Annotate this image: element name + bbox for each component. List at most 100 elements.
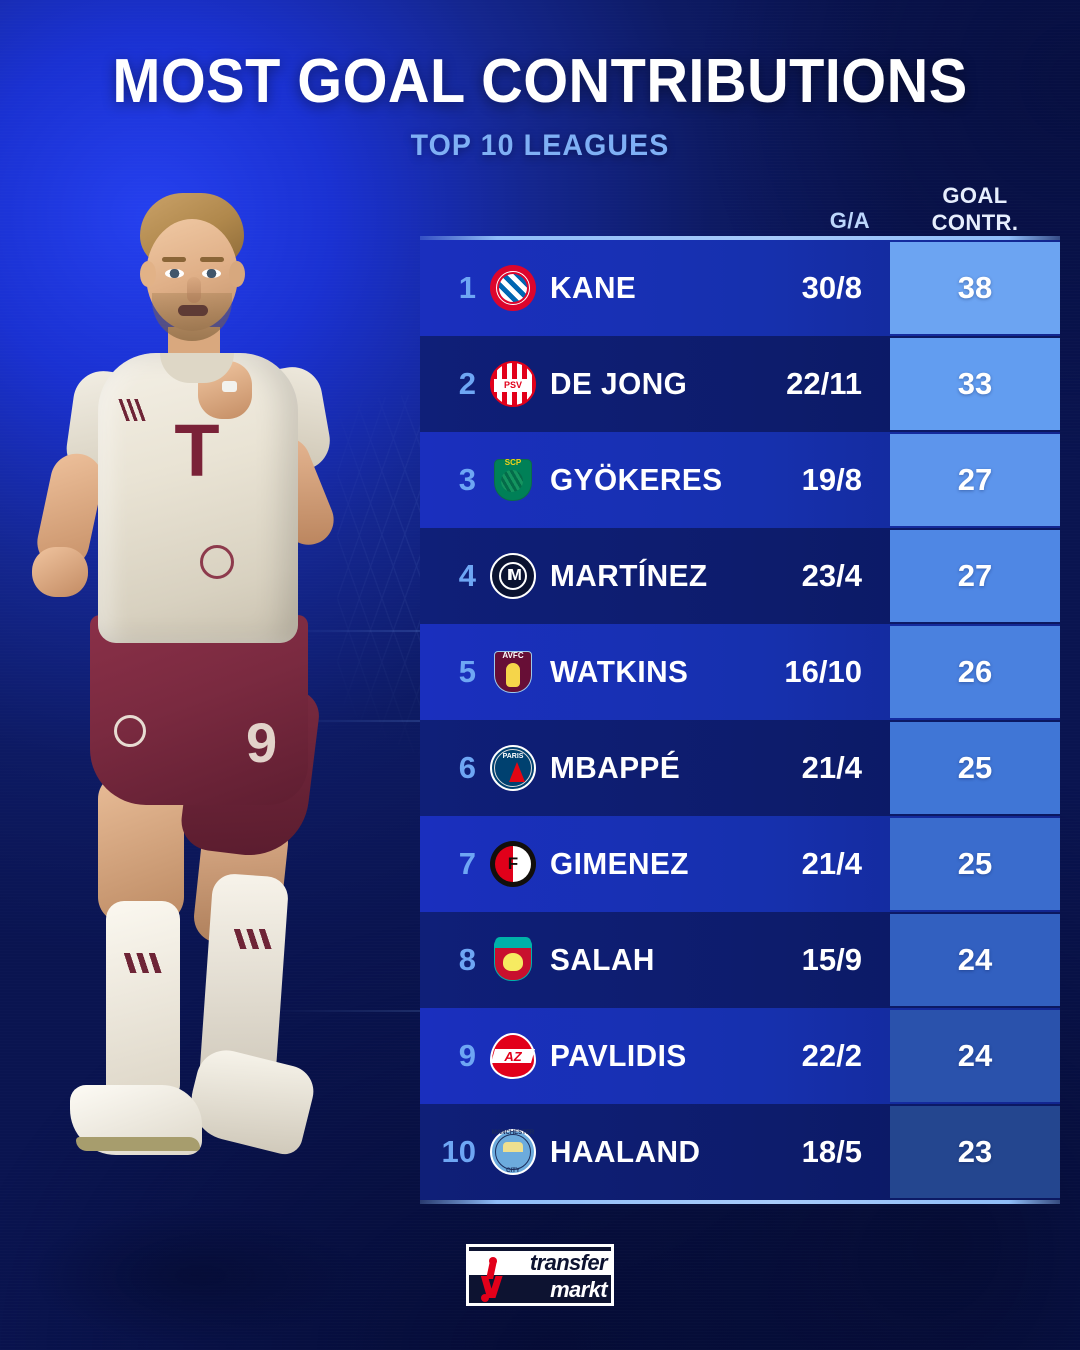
logo-word-markt: markt xyxy=(550,1277,608,1302)
player-nose xyxy=(187,277,201,303)
logo-word-transfer: transfer xyxy=(529,1250,608,1275)
player-eye-right xyxy=(202,269,221,278)
player-shorts-crest xyxy=(114,715,146,747)
player-name: SALAH xyxy=(550,942,655,977)
rank-number: 10 xyxy=(441,1134,476,1169)
column-header-goal-contr-line2: CONTR. xyxy=(931,210,1019,235)
table-bottom-divider xyxy=(420,1200,1060,1204)
goal-contributions-value: 23 xyxy=(890,1104,1060,1200)
table-row[interactable]: 4 IM MARTÍNEZ 23/4 27 xyxy=(420,528,1060,624)
goals-assists-value: 21/4 xyxy=(801,846,862,881)
player-name: GIMENEZ xyxy=(550,846,689,881)
table-row[interactable]: 1 KANE 30/8 38 xyxy=(420,240,1060,336)
goals-assists-value: 22/11 xyxy=(786,366,862,401)
goal-contributions-value: 25 xyxy=(890,720,1060,816)
page-subtitle: TOP 10 LEAGUES xyxy=(410,129,670,162)
player-name: MBAPPÉ xyxy=(550,750,681,785)
goal-contributions-value: 24 xyxy=(890,1008,1060,1104)
table-column-headers: G/A GOAL CONTR. xyxy=(420,178,1060,236)
goals-assists-value: 22/2 xyxy=(801,1038,862,1073)
rank-number: 8 xyxy=(458,942,476,977)
player-mouth xyxy=(178,305,208,316)
player-shorts xyxy=(90,615,308,805)
player-photo-harry-kane: 9 T xyxy=(10,185,430,1345)
table-row[interactable]: 10 MANCHESTER CITY HAALAND 18/5 23 xyxy=(420,1104,1060,1200)
goals-assists-value: 15/9 xyxy=(801,942,862,977)
rank-number: 6 xyxy=(458,750,476,785)
column-header-goal-contributions: GOAL CONTR. xyxy=(890,182,1060,236)
club-crest-cell: MANCHESTER CITY xyxy=(476,1129,550,1175)
player-name: MARTÍNEZ xyxy=(550,558,708,593)
player-boot-sole xyxy=(76,1137,200,1151)
ranking-table: 1 KANE 30/8 38 2 PSV DE JONG 22/11 33 3 … xyxy=(420,236,1060,1204)
rank-number: 2 xyxy=(458,366,476,401)
shirt-sponsor-logo: T xyxy=(174,409,220,492)
transfermarkt-logo[interactable]: transfer markt xyxy=(466,1244,614,1306)
rank-number: 4 xyxy=(458,558,476,593)
adidas-stripes-icon xyxy=(114,399,150,421)
table-row[interactable]: 2 PSV DE JONG 22/11 33 xyxy=(420,336,1060,432)
goals-assists-value: 19/8 xyxy=(801,462,862,497)
table-row[interactable]: 6 PARIS MBAPPÉ 21/4 25 xyxy=(420,720,1060,816)
manchester-city-crest-icon: MANCHESTER CITY xyxy=(490,1129,536,1175)
table-row[interactable]: 7 F GIMENEZ 21/4 25 xyxy=(420,816,1060,912)
club-crest-cell: IM xyxy=(476,553,550,599)
club-crest-cell: AZ xyxy=(476,1033,550,1079)
goal-contributions-value: 24 xyxy=(890,912,1060,1008)
player-name: HAALAND xyxy=(550,1134,701,1169)
goals-assists-value: 23/4 xyxy=(801,558,862,593)
player-name: PAVLIDIS xyxy=(550,1038,687,1073)
goal-contributions-value: 33 xyxy=(890,336,1060,432)
logo-player-figure-icon xyxy=(480,1257,503,1302)
club-crest-cell: AVFC xyxy=(476,649,550,695)
goal-contributions-value: 27 xyxy=(890,432,1060,528)
club-crest-cell: PSV xyxy=(476,361,550,407)
psg-crest-icon: PARIS xyxy=(490,745,536,791)
player-sock-stripes-right xyxy=(224,929,280,949)
table-row[interactable]: 8 SALAH 15/9 24 xyxy=(420,912,1060,1008)
goal-contributions-value: 25 xyxy=(890,816,1060,912)
page-title: MOST GOAL CONTRIBUTIONS xyxy=(112,47,968,116)
psv-eindhoven-crest-icon: PSV xyxy=(490,361,536,407)
player-wedding-ring xyxy=(222,381,237,392)
club-crest-cell xyxy=(476,265,550,311)
club-crest-cell: SCP xyxy=(476,457,550,503)
club-crest-cell: F xyxy=(476,841,550,887)
aston-villa-crest-icon: AVFC xyxy=(490,649,536,695)
table-row[interactable]: 9 AZ PAVLIDIS 22/2 24 xyxy=(420,1008,1060,1104)
player-shadow xyxy=(30,1205,360,1345)
goals-assists-value: 18/5 xyxy=(801,1134,862,1169)
liverpool-crest-icon xyxy=(490,937,536,983)
goals-assists-value: 30/8 xyxy=(801,270,862,305)
club-crest-cell xyxy=(476,937,550,983)
bayern-munich-crest-icon xyxy=(490,265,536,311)
inter-milan-crest-icon: IM xyxy=(490,553,536,599)
rank-number: 5 xyxy=(458,654,476,689)
player-ear-left xyxy=(140,261,156,287)
az-alkmaar-crest-icon: AZ xyxy=(490,1033,536,1079)
goal-contributions-value: 26 xyxy=(890,624,1060,720)
player-brow-left xyxy=(162,257,186,262)
player-sock-left xyxy=(106,901,180,1097)
player-shirt-number: 9 xyxy=(246,711,278,774)
player-name: GYÖKERES xyxy=(550,462,723,497)
column-header-ga: G/A xyxy=(829,208,870,233)
player-ear-right xyxy=(229,261,245,287)
player-fist-left xyxy=(32,547,88,597)
player-brow-right xyxy=(200,257,224,262)
goals-assists-value: 21/4 xyxy=(801,750,862,785)
rank-number: 7 xyxy=(458,846,476,881)
player-name: KANE xyxy=(550,270,637,305)
rank-number: 9 xyxy=(458,1038,476,1073)
header: MOST GOAL CONTRIBUTIONS TOP 10 LEAGUES xyxy=(0,46,1080,163)
table-row[interactable]: 3 SCP GYÖKERES 19/8 27 xyxy=(420,432,1060,528)
rank-number: 3 xyxy=(458,462,476,497)
player-eye-left xyxy=(165,269,184,278)
player-sock-stripes-left xyxy=(114,953,170,973)
feyenoord-crest-icon: F xyxy=(490,841,536,887)
table-row[interactable]: 5 AVFC WATKINS 16/10 26 xyxy=(420,624,1060,720)
rank-number: 1 xyxy=(458,270,476,305)
table-top-divider xyxy=(420,236,1060,240)
goal-contributions-value: 27 xyxy=(890,528,1060,624)
player-boot-right xyxy=(183,1044,319,1158)
